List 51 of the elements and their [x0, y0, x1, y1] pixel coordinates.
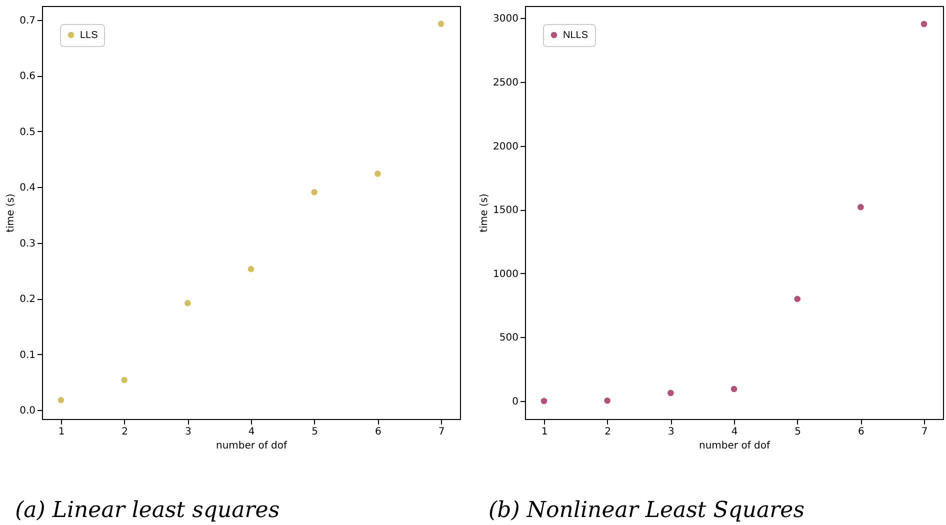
y-tick-label: 0.5: [20, 126, 36, 138]
x-tick-label: 5: [312, 426, 318, 438]
point: [248, 266, 254, 272]
point: [858, 204, 864, 210]
x-tick-label: 7: [921, 426, 928, 438]
y-tick-label: 0.6: [20, 71, 36, 82]
point: [604, 397, 610, 404]
y-tick-label: 1500: [493, 205, 518, 216]
x-tick-label: 1: [541, 426, 548, 438]
point: [374, 170, 381, 177]
point: [184, 300, 191, 306]
x-tick-label: 6: [858, 426, 864, 438]
x-tick-label: 3: [668, 426, 674, 438]
point: [920, 20, 928, 28]
point: [58, 396, 64, 404]
y-tick-label: 1000: [493, 268, 518, 280]
y-tick-label: 3000: [493, 14, 518, 25]
y-tick-label: 0.3: [20, 238, 36, 250]
y-axis-title: time (s): [479, 194, 490, 232]
y-tick-label: 0.7: [20, 15, 36, 26]
x-tick-label: 6: [374, 426, 382, 438]
point: [311, 189, 318, 196]
y-tick-label: 0: [512, 396, 518, 408]
point: [668, 390, 674, 396]
x-tick-label: 1: [58, 426, 65, 438]
legend-label: NLLS: [563, 30, 588, 41]
x-tick-label: 2: [122, 426, 128, 438]
x-axis-title: number of dof: [698, 440, 770, 452]
x-tick-label: 5: [794, 426, 802, 438]
point: [730, 386, 738, 392]
x-tick-label: 4: [248, 426, 255, 438]
y-tick-label: 2500: [493, 78, 518, 89]
x-axis-title: number of dof: [216, 440, 288, 452]
x-tick-label: 3: [184, 426, 192, 438]
y-tick-label: 0.0: [20, 406, 36, 417]
y-tick-label: 0.2: [20, 294, 36, 306]
y-tick-label: 0.4: [20, 182, 36, 194]
x-tick-label: 7: [438, 426, 445, 438]
y-axis-title: time (s): [6, 194, 17, 232]
point: [540, 398, 548, 404]
point: [794, 296, 800, 302]
x-tick-label: 4: [731, 426, 738, 438]
point: [121, 376, 128, 384]
y-tick-label: 2000: [493, 141, 518, 152]
legend-label: LLS: [80, 30, 98, 41]
y-tick-label: 0.1: [20, 350, 36, 361]
text: (a) Linear least squares: [15, 498, 280, 523]
y-tick-label: 500: [499, 332, 518, 344]
point: [438, 20, 444, 27]
x-tick-label: 2: [604, 426, 612, 438]
text: (b) Nonlinear Least Squares: [488, 498, 804, 523]
